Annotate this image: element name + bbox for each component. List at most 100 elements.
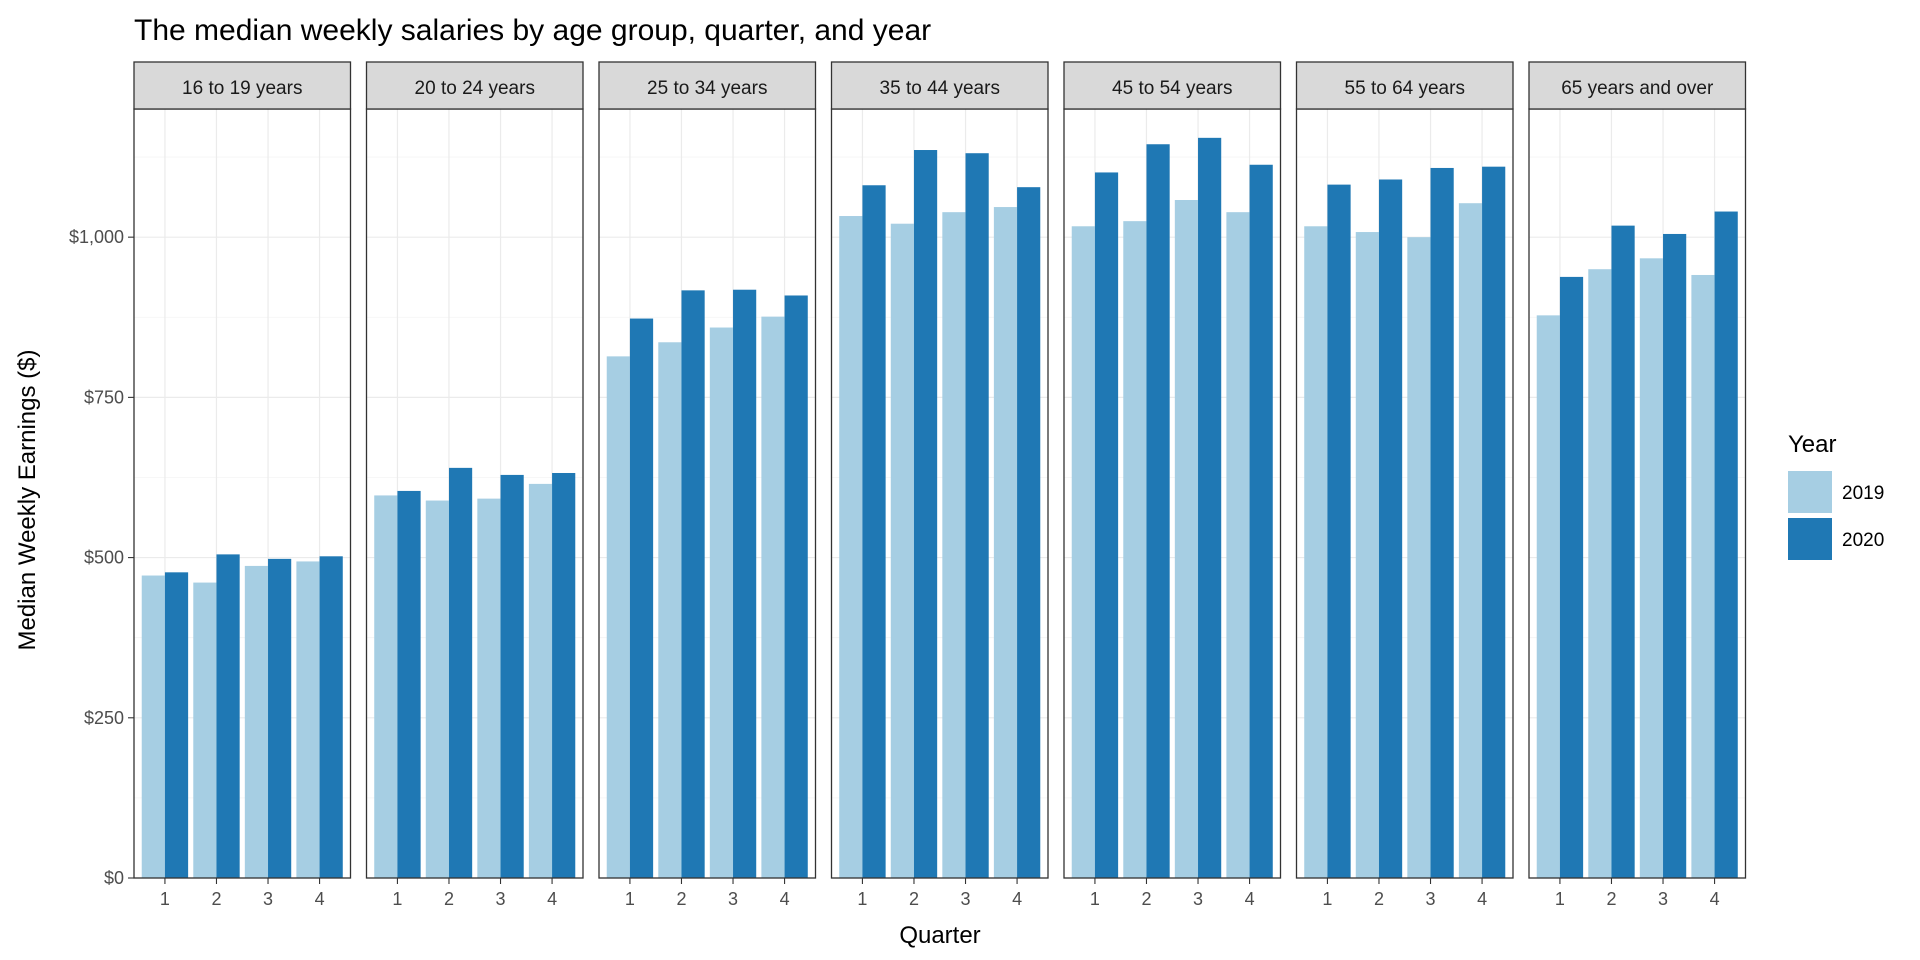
bar xyxy=(1588,269,1612,878)
chart-title: The median weekly salaries by age group,… xyxy=(134,14,931,47)
x-tick-label: 4 xyxy=(315,889,325,909)
bar xyxy=(1146,144,1170,878)
legend-key xyxy=(1788,518,1832,560)
x-tick-label: 3 xyxy=(1193,889,1203,909)
bar xyxy=(965,153,989,878)
facet-strip-label: 55 to 64 years xyxy=(1345,78,1465,99)
bar xyxy=(913,150,938,879)
bar xyxy=(500,474,524,878)
y-axis-title: Median Weekly Earnings ($) xyxy=(14,349,41,650)
facet-strip xyxy=(365,61,584,110)
x-tick-label: 3 xyxy=(1658,889,1668,909)
x-tick-label: 2 xyxy=(444,889,454,909)
bar xyxy=(552,472,576,878)
facet-strip xyxy=(1528,61,1747,110)
facet-panel: 45 to 54 years 1 2 3 4 xyxy=(1063,61,1282,909)
x-tick-label: 4 xyxy=(1245,889,1255,909)
legend-key xyxy=(1788,471,1832,513)
bar xyxy=(1123,221,1147,879)
x-tick-label: 1 xyxy=(392,889,402,909)
y-tick-label: $750 xyxy=(84,387,124,407)
bar xyxy=(1327,184,1351,878)
x-tick-label: 1 xyxy=(1555,889,1565,909)
bar xyxy=(1407,237,1431,878)
bar xyxy=(141,575,165,878)
x-tick-label: 2 xyxy=(909,889,919,909)
bar xyxy=(448,467,473,878)
legend-title: Year xyxy=(1788,431,1837,458)
facet-panel: 65 years and over 1 2 3 4 xyxy=(1528,61,1747,909)
bar xyxy=(1017,187,1041,879)
x-tick-label: 1 xyxy=(160,889,170,909)
bar xyxy=(658,342,682,879)
x-tick-label: 1 xyxy=(857,889,867,909)
bar xyxy=(709,327,734,878)
bar xyxy=(1639,258,1664,878)
x-tick-label: 2 xyxy=(676,889,686,909)
bar xyxy=(1071,226,1095,878)
x-tick-label: 4 xyxy=(1477,889,1487,909)
x-tick-label: 1 xyxy=(1322,889,1332,909)
bar xyxy=(1304,226,1328,878)
bar xyxy=(1226,212,1250,878)
bar xyxy=(397,490,421,878)
x-tick-label: 3 xyxy=(728,889,738,909)
facet-strip-label: 20 to 24 years xyxy=(415,78,535,99)
bar xyxy=(1536,315,1560,878)
x-tick-label: 2 xyxy=(211,889,221,909)
facet-strip-label: 65 years and over xyxy=(1561,78,1714,99)
bar xyxy=(862,185,886,879)
x-tick-label: 4 xyxy=(547,889,557,909)
x-tick-label: 2 xyxy=(1374,889,1384,909)
bar xyxy=(1430,167,1454,878)
bar xyxy=(1458,203,1483,878)
bar xyxy=(942,212,966,878)
bar xyxy=(1559,276,1584,879)
x-tick-label: 1 xyxy=(1090,889,1100,909)
facet-panel: 55 to 64 years 1 2 3 4 xyxy=(1295,61,1514,909)
y-tick-label: $250 xyxy=(84,708,124,728)
facet-strip xyxy=(598,61,817,110)
facet-panel: 25 to 34 years 1 2 3 4 xyxy=(598,61,817,909)
bar xyxy=(1691,274,1715,878)
x-tick-label: 3 xyxy=(263,889,273,909)
bar xyxy=(1611,225,1635,879)
bar xyxy=(993,207,1018,879)
bar xyxy=(733,289,757,879)
x-tick-label: 2 xyxy=(1141,889,1151,909)
x-tick-label: 4 xyxy=(1710,889,1720,909)
facet-strip-label: 25 to 34 years xyxy=(647,78,767,99)
bar xyxy=(244,565,269,878)
x-tick-label: 1 xyxy=(625,889,635,909)
bar xyxy=(1174,199,1199,878)
bar xyxy=(1249,164,1273,878)
bar xyxy=(784,295,808,878)
bar xyxy=(319,556,343,878)
bar xyxy=(216,554,240,878)
bar xyxy=(1663,233,1687,878)
bar xyxy=(296,561,320,878)
facet-strip xyxy=(1295,61,1514,110)
bar xyxy=(1355,232,1379,879)
y-tick-label: $0 xyxy=(104,868,124,888)
x-tick-label: 3 xyxy=(496,889,506,909)
facet-strip-label: 35 to 44 years xyxy=(880,78,1000,99)
y-tick-label: $500 xyxy=(84,548,124,568)
bar xyxy=(374,495,398,878)
x-tick-label: 4 xyxy=(780,889,790,909)
facet-strip-label: 45 to 54 years xyxy=(1112,78,1232,99)
y-tick-label: $1,000 xyxy=(69,227,124,247)
facet-strip xyxy=(1063,61,1282,110)
facet-panel: 35 to 44 years 1 2 3 4 xyxy=(830,61,1049,909)
bar xyxy=(1714,211,1738,879)
facet-strip-label: 16 to 19 years xyxy=(182,78,302,99)
facet-strip xyxy=(133,61,352,110)
bar xyxy=(606,356,630,878)
x-tick-label: 3 xyxy=(961,889,971,909)
bar xyxy=(1198,137,1222,878)
bar xyxy=(1482,166,1506,879)
facet-panel: 16 to 19 years 1 2 3 4 xyxy=(133,61,352,909)
